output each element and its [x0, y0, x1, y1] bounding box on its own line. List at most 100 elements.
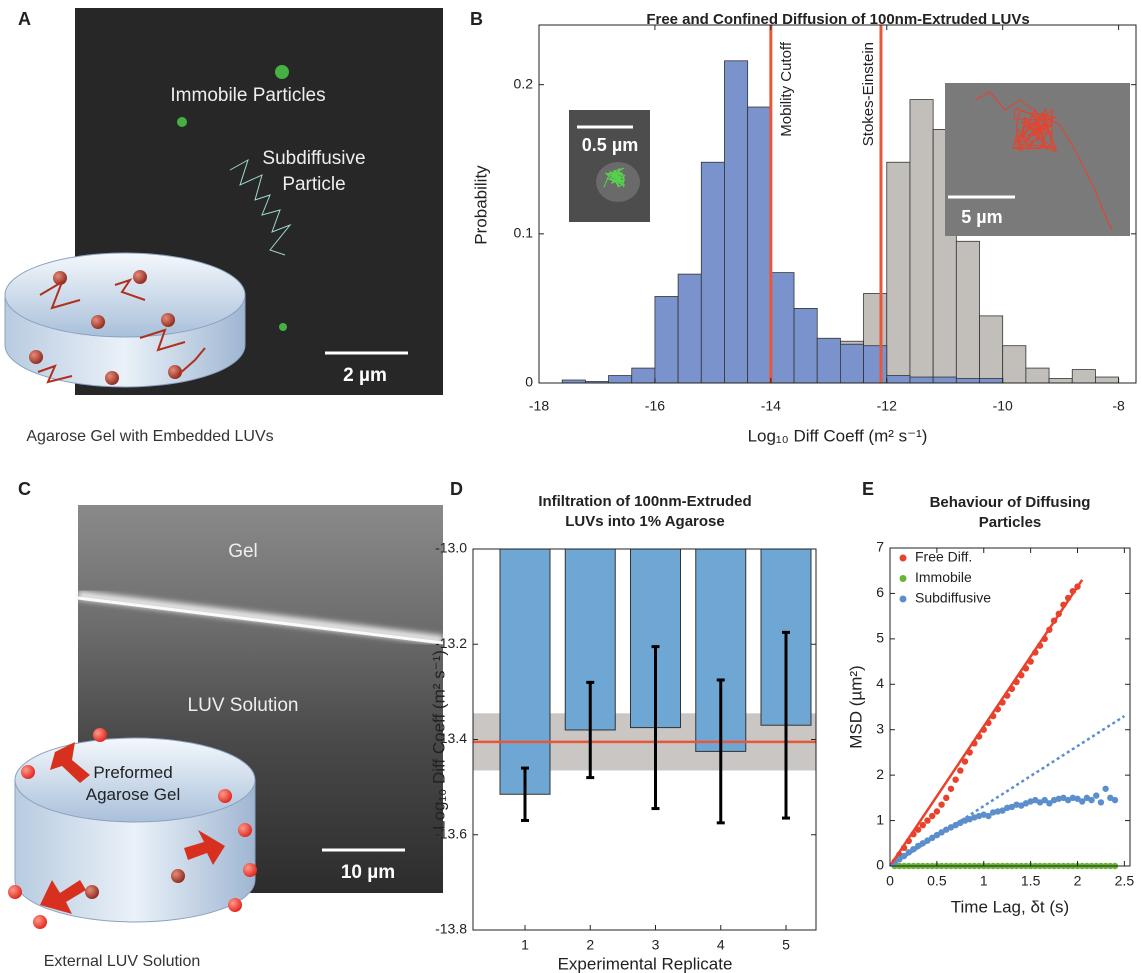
histogram-bar — [793, 308, 818, 384]
histogram-bar — [909, 376, 934, 384]
histogram-bar — [816, 337, 841, 384]
y-tick-label: -13.8 — [435, 921, 467, 937]
legend-label: Subdiffusive — [915, 590, 991, 606]
caption: Agarose Gel with Embedded LUVs — [26, 428, 273, 445]
x-tick-label: 3 — [652, 937, 660, 953]
chart-title: Infiltration of 100nm-Extruded — [538, 493, 751, 510]
y-tick-label: 0.1 — [514, 225, 534, 241]
histogram-bar — [979, 378, 1004, 384]
data-point — [943, 794, 950, 802]
reference-label: Mobility Cutoff — [778, 41, 795, 137]
track — [974, 91, 1113, 231]
y-tick-label: -13.0 — [435, 540, 467, 556]
histogram-bar — [955, 240, 980, 384]
data-point — [924, 817, 931, 824]
histogram-bar — [1048, 378, 1073, 384]
panel-letter: B — [470, 9, 483, 29]
cylinder-label: Preformed Agarose Gel — [85, 763, 181, 804]
gel-edge — [77, 596, 444, 645]
histogram-bar — [1025, 367, 1050, 384]
y-tick-label: -13.4 — [435, 730, 467, 746]
histogram-bar — [1002, 345, 1027, 384]
scale-bar-label: 10 µm — [341, 862, 395, 883]
histogram-bar — [932, 376, 957, 384]
x-tick-label: -10 — [993, 398, 1013, 414]
inset-scale-label: 5 µm — [961, 207, 1002, 227]
data-point — [999, 807, 1006, 814]
histogram-bar — [700, 161, 725, 384]
y-tick-label: 5 — [876, 630, 884, 646]
track — [229, 158, 292, 256]
x-tick-label: -12 — [877, 398, 897, 414]
legend-label: Immobile — [915, 569, 972, 585]
histogram-bar — [979, 315, 1004, 384]
image-label: Gel — [228, 541, 258, 562]
fit-line — [889, 715, 1126, 868]
panel-letter: E — [862, 479, 874, 499]
chart-title: Particles — [979, 514, 1042, 531]
data-point — [1074, 795, 1081, 802]
data-point — [1046, 800, 1053, 807]
histogram-bar — [747, 106, 772, 384]
legend-marker — [899, 554, 907, 562]
image-label: Immobile Particles — [170, 85, 325, 106]
x-tick-label: -8 — [1112, 398, 1125, 414]
chart-title: Behaviour of Diffusing — [930, 494, 1091, 511]
data-point — [1078, 798, 1086, 805]
x-tick-label: -18 — [529, 398, 549, 414]
gel-edge — [77, 590, 444, 645]
chart-title: Free and Confined Diffusion of 100nm-Ext… — [646, 11, 1029, 28]
y-tick-label: 1 — [876, 811, 884, 827]
gel-cylinder — [8, 728, 257, 929]
y-tick-label: 6 — [876, 584, 884, 600]
y-tick-label: 3 — [876, 720, 884, 736]
histogram-bar — [677, 273, 702, 384]
x-tick-label: 1.5 — [1021, 873, 1041, 889]
legend-marker — [899, 595, 907, 603]
y-axis-label: Probability — [471, 165, 490, 245]
image-label: LUV Solution — [188, 695, 299, 716]
histogram-bar — [770, 272, 795, 384]
y-tick-label: 4 — [876, 675, 884, 691]
histogram-bar — [1071, 369, 1096, 384]
y-tick-label: 0.2 — [514, 75, 534, 91]
histogram-bar — [955, 378, 980, 384]
y-tick-label: -13.6 — [435, 825, 467, 841]
particle — [177, 117, 187, 127]
data-point — [1088, 796, 1095, 804]
data-point — [1093, 792, 1100, 799]
x-axis-label: Experimental Replicate — [558, 954, 733, 973]
plot-frame — [538, 24, 1137, 384]
particle — [279, 323, 287, 331]
y-tick-label: 0 — [876, 857, 884, 873]
x-tick-label: 1 — [980, 873, 988, 889]
y-tick-label: 2 — [876, 766, 884, 782]
histogram-bar — [654, 296, 679, 384]
caption: External LUV Solution — [44, 953, 201, 970]
inset-image — [945, 83, 1130, 236]
data-point — [985, 812, 992, 820]
legend-marker — [899, 575, 907, 582]
data-point — [952, 776, 959, 783]
data-point — [1102, 785, 1109, 792]
data-point — [961, 758, 969, 765]
y-axis-label: Log₁₀ Diff Coeff (m² s⁻¹) — [429, 650, 448, 830]
track — [1012, 107, 1058, 153]
histogram-bar — [631, 367, 656, 384]
y-tick-label: -13.2 — [435, 635, 467, 651]
x-axis-label: Time Lag, δt (s) — [951, 897, 1069, 916]
gel-cylinder — [4, 252, 246, 388]
histogram-bar — [839, 343, 864, 384]
panel-letter: C — [18, 479, 31, 499]
image-label: Subdiffusive Particle — [262, 148, 366, 195]
plot-frame — [889, 547, 1131, 867]
data-point — [900, 852, 908, 860]
x-tick-label: 1 — [521, 937, 529, 953]
chart-title: LUVs into 1% Agarose — [565, 513, 724, 530]
legend-label: Free Diff. — [915, 549, 972, 565]
histogram-bar — [608, 375, 633, 384]
data-point — [947, 785, 955, 792]
x-tick-label: 2.5 — [1115, 873, 1135, 889]
y-tick-label: 0 — [525, 374, 533, 390]
